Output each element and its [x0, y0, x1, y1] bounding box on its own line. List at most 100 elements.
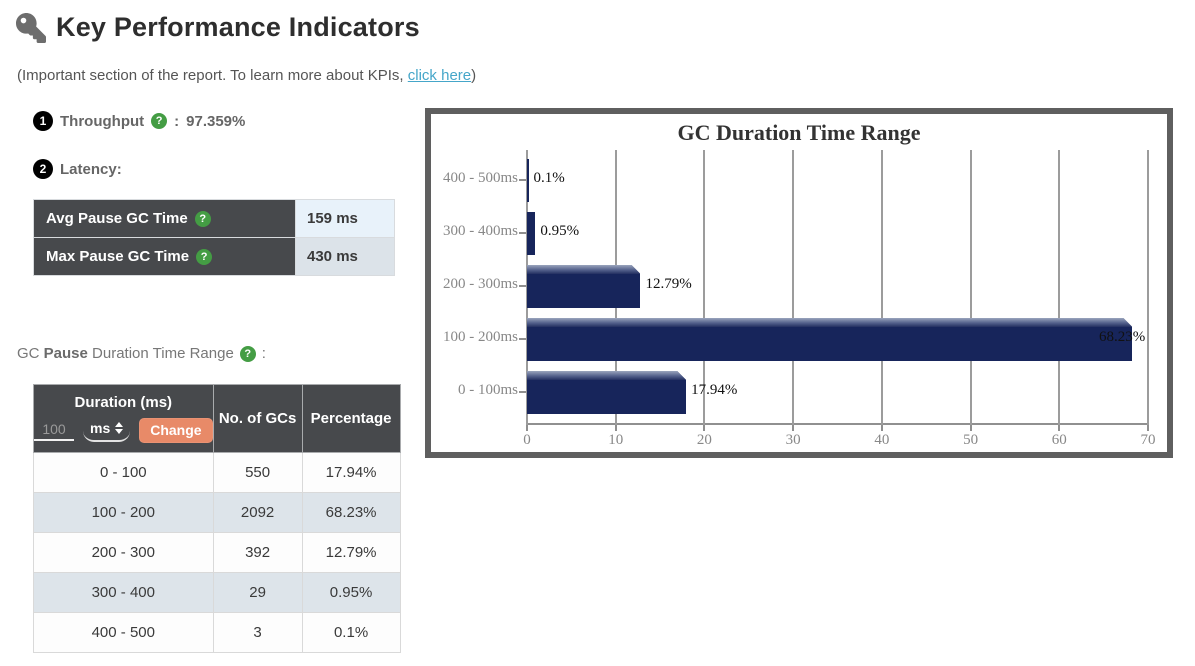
- latency-label: Latency:: [60, 160, 122, 178]
- y-axis-category-label: 400 - 500ms: [443, 170, 518, 186]
- chart-gridline: [703, 150, 706, 425]
- gcs-cell: 29: [212, 572, 303, 613]
- latency-line: 2 Latency:: [33, 159, 122, 179]
- percentage-cell: 0.95%: [301, 572, 401, 613]
- x-axis-tick-label: 60: [1051, 432, 1067, 448]
- duration-controls: ms Change: [34, 418, 213, 443]
- table-row: Max Pause GC Time ? 430 ms: [33, 237, 395, 276]
- key-icon: [16, 12, 46, 43]
- max-pause-label: Max Pause GC Time: [46, 248, 190, 265]
- duration-cell: 400 - 500: [33, 612, 214, 653]
- latency-badge: 2: [33, 159, 53, 179]
- y-axis-tick: [519, 179, 526, 181]
- subtitle: (Important section of the report. To lea…: [17, 67, 476, 84]
- chart-gridline: [1058, 150, 1061, 425]
- percentage-cell: 17.94%: [301, 452, 401, 493]
- y-axis-tick: [519, 285, 526, 287]
- chart-title: GC Duration Time Range: [677, 120, 921, 145]
- chart-bar: [527, 212, 536, 255]
- x-axis-tick: [1058, 425, 1061, 431]
- x-axis-tick: [614, 425, 617, 431]
- x-axis-tick: [703, 425, 706, 431]
- avg-pause-label: Avg Pause GC Time: [46, 210, 188, 227]
- unit-select-dropdown[interactable]: ms: [83, 419, 131, 442]
- percentage-cell: 12.79%: [301, 532, 401, 573]
- gc-duration-chart: GC Duration Time Range 0 10 20 30 40 50 60 70 40…: [425, 108, 1173, 458]
- x-axis-tick-label: 30: [785, 432, 801, 448]
- kpi-learn-more-link[interactable]: click here: [407, 67, 472, 84]
- duration-cell: 200 - 300: [33, 532, 214, 573]
- chart-bar: [527, 318, 1132, 361]
- throughput-label: Throughput: [60, 112, 145, 130]
- gc-pause-help-icon[interactable]: ?: [239, 345, 256, 362]
- table-row: 400 - 500 3 0.1%: [33, 612, 401, 653]
- y-axis-tick: [519, 338, 526, 340]
- gcs-cell: 392: [212, 532, 303, 573]
- avg-pause-label-cell: Avg Pause GC Time ?: [33, 199, 296, 238]
- latency-table: Avg Pause GC Time ? 159 ms Max Pause GC …: [33, 199, 395, 276]
- caret-down-icon: [115, 428, 124, 434]
- throughput-help-icon[interactable]: ?: [151, 113, 168, 129]
- chart-plot-area: 0 10 20 30 40 50 60 70 400 - 500ms 0.1% 300 - 400m…: [443, 150, 1156, 448]
- x-axis-tick: [526, 425, 528, 431]
- y-axis-tick: [519, 391, 526, 393]
- x-axis-tick-label: 20: [696, 432, 712, 448]
- x-axis-tick: [792, 425, 795, 431]
- x-axis-tick: [1147, 425, 1149, 431]
- gcs-cell: 3: [212, 612, 303, 653]
- gc-pause-duration-label: GC Pause Duration Time Range ? :: [17, 345, 266, 362]
- subtitle-suffix: ): [471, 67, 477, 84]
- table-row: 0 - 100 550 17.94%: [33, 452, 401, 493]
- duration-cell: 300 - 400: [33, 572, 214, 613]
- y-axis-category-label: 200 - 300ms: [443, 276, 518, 292]
- gc-pause-text: GC Pause Duration Time Range: [17, 345, 234, 362]
- y-axis-category-label: 300 - 400ms: [443, 223, 518, 239]
- chart-bar: [527, 159, 529, 202]
- percentage-header-cell: Percentage: [301, 384, 401, 453]
- percentage-cell: 68.23%: [301, 492, 401, 533]
- table-row: 100 - 200 2092 68.23%: [33, 492, 401, 533]
- duration-cell: 0 - 100: [33, 452, 214, 493]
- throughput-value: 97.359%: [186, 112, 246, 130]
- duration-cell: 100 - 200: [33, 492, 214, 533]
- chart-bar: [527, 265, 640, 308]
- table-row: 300 - 400 29 0.95%: [33, 572, 401, 613]
- bar-value-label: 0.95%: [540, 223, 580, 239]
- bar-value-label: 0.1%: [533, 170, 565, 186]
- chart-gridline: [969, 150, 972, 425]
- chart-gridline: [792, 150, 795, 425]
- x-axis-tick-label: 0: [523, 432, 531, 448]
- subtitle-prefix: (Important section of the report. To lea…: [17, 67, 408, 84]
- percentage-cell: 0.1%: [301, 612, 401, 653]
- gcs-cell: 550: [212, 452, 303, 493]
- x-axis-tick: [880, 425, 883, 431]
- avg-pause-help-icon[interactable]: ?: [194, 210, 211, 227]
- chart-bar: [527, 371, 686, 414]
- y-axis-category-label: 0 - 100ms: [458, 382, 518, 398]
- max-pause-help-icon[interactable]: ?: [196, 248, 213, 265]
- x-axis-tick-label: 70: [1140, 432, 1156, 448]
- table-row: Avg Pause GC Time ? 159 ms: [33, 199, 395, 238]
- duration-header-cell: Duration (ms) ms Change: [33, 384, 214, 453]
- sort-carets-icon: [115, 421, 124, 434]
- avg-pause-value: 159 ms: [295, 199, 395, 238]
- bar-value-label: 12.79%: [645, 276, 692, 292]
- duration-header-label: Duration (ms): [74, 394, 173, 411]
- change-button[interactable]: Change: [139, 418, 213, 443]
- x-axis-tick-label: 50: [963, 432, 979, 448]
- table-row: 200 - 300 392 12.79%: [33, 532, 401, 573]
- table-header-row: Duration (ms) ms Change No. of G: [33, 384, 401, 453]
- max-pause-label-cell: Max Pause GC Time ?: [33, 237, 296, 276]
- bar-value-label: 17.94%: [691, 382, 738, 398]
- page-header: Key Performance Indicators: [16, 12, 420, 43]
- x-axis-tick: [969, 425, 972, 431]
- page-title: Key Performance Indicators: [56, 12, 420, 42]
- throughput-separator: :: [174, 112, 180, 130]
- duration-unit-input[interactable]: [34, 420, 74, 441]
- bar-value-label: 68.23%: [1099, 329, 1146, 345]
- chart-gridline: [1147, 150, 1149, 425]
- throughput-line: 1 Throughput ? : 97.359%: [33, 111, 245, 131]
- unit-selected-value: ms: [90, 419, 111, 436]
- chart-gridline: [880, 150, 883, 425]
